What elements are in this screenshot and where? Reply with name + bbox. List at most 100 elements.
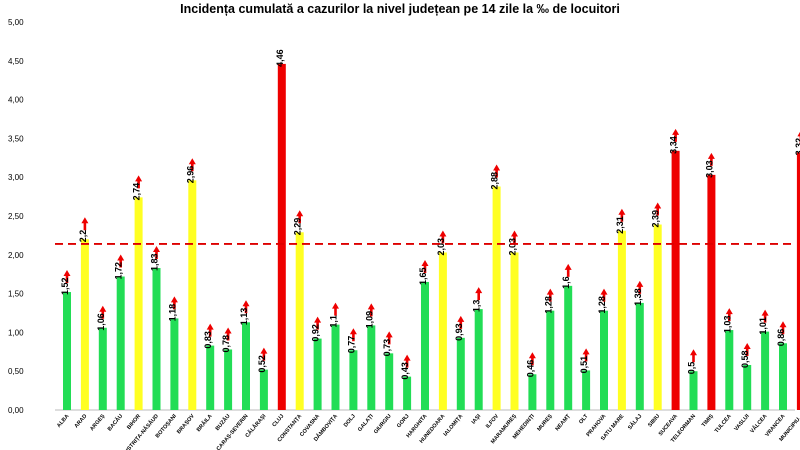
bar-value-label: 3,34 <box>669 136 679 154</box>
bar-value-label: 0,77 <box>346 336 356 354</box>
x-tick-label: ILFOV <box>485 413 500 430</box>
bar-value-label: 2,88 <box>490 172 500 190</box>
y-tick-label: 1,00 <box>8 328 24 337</box>
bar-alba <box>63 292 71 410</box>
bar-br-ila <box>206 345 215 410</box>
bar-arad <box>80 239 89 410</box>
bar-value-label: 1,13 <box>239 308 249 326</box>
trend-up-arrow-icon <box>206 323 214 337</box>
bar-value-label: 1,72 <box>114 262 124 280</box>
bar-value-label: 2,03 <box>508 238 518 256</box>
trend-up-arrow-icon <box>743 342 751 356</box>
trend-up-arrow-icon <box>797 131 800 144</box>
bar-value-label: 1,83 <box>150 253 160 271</box>
trend-up-arrow-icon <box>457 315 465 329</box>
bar-value-label: 1,06 <box>96 313 106 331</box>
x-tick-label: ALBA <box>56 413 70 429</box>
trend-up-arrow-icon <box>135 175 143 189</box>
bar-d-mbovi-a <box>331 324 340 410</box>
y-tick-label: 4,00 <box>8 96 24 105</box>
bar-value-label: 1,38 <box>633 288 643 306</box>
bar-suceava <box>671 150 680 411</box>
bar-c-l-ra-i <box>259 369 268 410</box>
y-tick-label: 0,00 <box>8 406 24 415</box>
x-tick-label: IAȘI <box>471 413 483 425</box>
bar-bra-ov <box>188 180 197 410</box>
bar-value-label: 1,09 <box>364 311 374 329</box>
bar-bac-u <box>116 276 125 410</box>
x-tick-label: ARGEȘ <box>89 413 106 432</box>
y-tick-label: 1,50 <box>8 290 24 299</box>
x-tick-label: CLUJ <box>271 413 285 428</box>
bar-value-label: 1,28 <box>543 296 553 314</box>
bar-value-label: 2,96 <box>185 166 195 184</box>
y-tick-label: 2,00 <box>8 251 24 260</box>
bar-vaslui <box>743 364 752 410</box>
bar-covasna <box>313 338 322 410</box>
y-tick-label: 0,50 <box>8 367 24 376</box>
x-tick-label: GALAȚI <box>357 413 375 433</box>
trend-up-arrow-icon <box>564 263 572 277</box>
bar-timi- <box>707 174 716 410</box>
bar-value-label: 1,03 <box>722 316 732 334</box>
trend-up-arrow-icon <box>63 270 71 284</box>
bar-constan-a <box>295 232 304 410</box>
bar-bihor <box>134 197 143 410</box>
x-tick-label: ARAD <box>74 413 89 429</box>
trend-up-arrow-icon <box>761 309 769 323</box>
bar-value-label: 1,65 <box>418 267 428 285</box>
bar-ia-i <box>474 309 483 410</box>
x-tick-label: BUZĂU <box>214 413 232 432</box>
chart-title: Incidența cumulată a cazurilor la nivel … <box>180 2 620 16</box>
bar-satu-mare <box>617 230 626 410</box>
trend-up-arrow-icon <box>260 347 268 361</box>
bar-prahova <box>600 310 608 410</box>
bar-buz-u <box>224 349 233 410</box>
trend-up-arrow-icon <box>475 287 483 301</box>
bar-value-label: 0,51 <box>579 356 589 374</box>
bar-s-laj <box>635 302 644 410</box>
bar-value-label: 1,52 <box>60 278 70 296</box>
x-tick-label: VASLUI <box>733 413 751 432</box>
trend-up-arrow-icon <box>403 354 411 368</box>
trend-up-arrow-icon <box>636 280 644 294</box>
bar-hunedoara <box>438 252 447 410</box>
bar-value-label: 0,73 <box>382 339 392 357</box>
bar-value-label: 2,39 <box>651 210 661 228</box>
trend-up-arrow-icon <box>600 288 608 302</box>
trend-up-arrow-icon <box>493 164 501 178</box>
trend-up-arrow-icon <box>582 348 590 362</box>
x-tick-label: MUREȘ <box>536 413 554 432</box>
trend-up-arrow-icon <box>707 152 715 166</box>
bar-mehedin-i <box>528 374 537 410</box>
bar-value-label: 2,74 <box>132 183 142 201</box>
trend-up-arrow-icon <box>242 300 250 314</box>
bar-giurgiu <box>385 353 394 410</box>
trend-up-arrow-icon <box>439 230 447 244</box>
x-tick-label: BRAȘOV <box>176 413 196 435</box>
trend-up-arrow-icon <box>296 210 304 224</box>
x-tick-label: NEAMȚ <box>555 413 573 432</box>
bar-value-label: 1,6 <box>561 276 571 289</box>
bar-value-label: 0,92 <box>311 324 321 342</box>
bar-value-label: 2,2 <box>78 230 88 243</box>
bar-value-label: 1,1 <box>329 315 339 328</box>
y-tick-label: 2,50 <box>8 212 24 221</box>
trend-up-arrow-icon <box>421 259 429 273</box>
bar-value-label: 0,52 <box>257 355 267 373</box>
trend-up-arrow-icon <box>99 305 107 319</box>
bar-v-lcea <box>761 331 770 410</box>
bar-value-label: 0,93 <box>454 323 464 341</box>
y-tick-label: 4,50 <box>8 57 24 66</box>
trend-up-arrow-icon <box>654 202 662 216</box>
x-tick-label: GIURGIU <box>373 413 393 435</box>
bar-teleorman <box>689 371 698 410</box>
bar-municipiul-bucure-ti <box>796 152 800 411</box>
trend-up-arrow-icon <box>117 254 125 268</box>
bar-value-label: 0,46 <box>525 360 535 378</box>
trend-up-arrow-icon <box>528 352 536 366</box>
bar-olt <box>582 370 591 410</box>
bar-value-label: 0,83 <box>203 331 213 349</box>
trend-up-arrow-icon <box>385 331 393 345</box>
